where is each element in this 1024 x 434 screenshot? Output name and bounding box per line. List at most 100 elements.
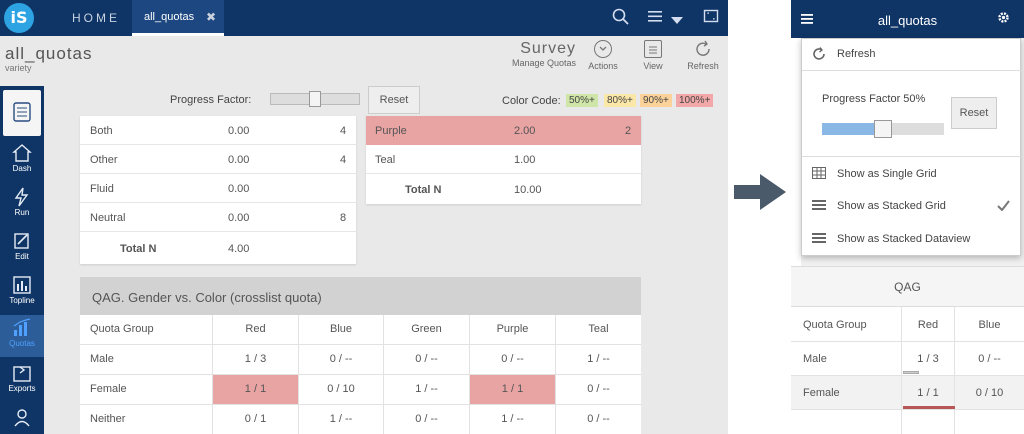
gender-quota-card: Both 0.00 4 Other 0.00 4 Fluid 0.00 Neut… — [80, 116, 356, 264]
col-header: Red — [917, 319, 939, 331]
row-n: 8 — [340, 212, 347, 224]
progress-factor-slider[interactable] — [822, 120, 944, 138]
table-cell: 0 / 10 — [975, 387, 1004, 399]
close-tab-icon[interactable]: ✖ — [206, 10, 217, 24]
table-cell: 0 / 10 — [327, 383, 355, 395]
table-cell-highlight: 1 / 1 — [470, 375, 555, 404]
refresh-button[interactable]: Refresh — [680, 40, 726, 71]
qag-header: QAG — [791, 267, 1024, 307]
col-header: Teal — [588, 323, 609, 335]
panel-title: all_quotas — [877, 13, 938, 28]
survey-label: Survey — [520, 40, 576, 57]
sidebar-item-label: Exports — [8, 384, 36, 393]
sidebar-item-label: Edit — [15, 252, 29, 261]
table-cell: 0 / -- — [978, 353, 1001, 365]
menu-item-stacked-grid[interactable]: Show as Stacked Grid — [802, 191, 1022, 221]
slider-thumb[interactable] — [309, 91, 321, 107]
search-icon[interactable] — [612, 8, 630, 31]
refresh-icon — [812, 47, 826, 60]
table-cell: 1 / -- — [329, 413, 353, 425]
progress-factor-label: Progress Factor: — [170, 94, 252, 106]
bolt-icon — [14, 187, 29, 207]
list-icon — [812, 199, 826, 211]
menu-item-refresh[interactable]: Refresh — [802, 39, 1022, 69]
grid-icon — [812, 167, 826, 179]
reset-button[interactable]: Reset — [951, 97, 997, 129]
progress-factor-label: Progress Factor 50% — [822, 93, 926, 105]
gear-icon[interactable] — [997, 11, 1010, 27]
sidebar-item-dash[interactable]: Dash — [0, 140, 44, 182]
sidebar-item-run[interactable]: Run — [0, 184, 44, 226]
menu-item-label: Refresh — [837, 48, 876, 60]
slider-thumb[interactable] — [874, 120, 892, 138]
tab-all-quotas[interactable]: all_quotas ✖ — [132, 0, 224, 36]
view-button[interactable]: View — [630, 40, 676, 71]
table-cell: 1 / -- — [587, 353, 610, 365]
refresh-label: Refresh — [687, 61, 719, 71]
row-pct: 0.00 — [228, 212, 250, 224]
row-name: Male — [803, 353, 827, 365]
total-row: Total N 10.00 — [366, 175, 641, 204]
table-cell: 0 / -- — [329, 353, 353, 365]
crosslist-header: QAG. Gender vs. Color (crosslist quota) — [80, 277, 641, 315]
table-cell: 1 / -- — [415, 383, 438, 395]
table-cell-highlight: 1 / 1 — [213, 375, 298, 404]
menu-item-label: Show as Single Grid — [837, 168, 937, 180]
manage-quotas-label: Manage Quotas — [511, 58, 576, 68]
col-header: Green — [411, 323, 442, 335]
row-name: Teal — [375, 154, 396, 166]
table-cell: 0 / -- — [415, 353, 438, 365]
bar-chart-icon — [13, 276, 31, 294]
row-name: Male — [90, 353, 114, 365]
list-icon — [13, 102, 31, 122]
row-n: 4 — [340, 125, 347, 137]
crosslist-title: QAG. Gender vs. Color (crosslist quota) — [92, 290, 322, 305]
color-chip-50: 50%+ — [566, 94, 598, 107]
sidebar-item-quotas[interactable]: Quotas — [0, 315, 44, 357]
app-logo[interactable]: iS — [4, 3, 34, 33]
users-icon — [14, 409, 30, 427]
panel-background-edge — [791, 38, 801, 266]
table-cell: 0 / -- — [587, 383, 610, 395]
menu-icon[interactable] — [647, 8, 663, 29]
nav-home[interactable]: HOME — [72, 11, 120, 25]
hamburger-icon[interactable] — [801, 12, 813, 28]
page-title: all_quotas — [5, 44, 93, 63]
sidebar-item-edit[interactable]: Edit — [0, 228, 44, 270]
col-header: Red — [245, 323, 266, 335]
list-icon — [812, 232, 826, 244]
table-cell: 1 / -- — [501, 413, 524, 425]
row-name: Purple — [375, 125, 407, 137]
sidebar-item-label: Run — [14, 208, 30, 217]
reset-button[interactable]: Reset — [368, 86, 420, 114]
sidebar-item-topline[interactable]: Topline — [0, 272, 44, 314]
mobile-panel: all_quotas Refresh Progress Factor 50% R… — [791, 0, 1024, 434]
total-row: Total N 4.00 — [80, 234, 356, 263]
progress-factor-slider[interactable] — [270, 91, 360, 107]
row-pct: 0.00 — [228, 183, 250, 195]
chevron-down-icon[interactable] — [671, 12, 683, 30]
row-name: Other — [90, 154, 118, 166]
menu-item-stacked-dataview[interactable]: Show as Stacked Dataview — [802, 224, 1022, 254]
menu-item-single-grid[interactable]: Show as Single Grid — [802, 159, 1022, 189]
sidebar-item-more[interactable] — [0, 404, 44, 434]
quotas-chart-icon — [13, 318, 31, 336]
chevron-circle-icon — [594, 40, 612, 58]
crosslist-quota-card: QAG. Gender vs. Color (crosslist quota) … — [80, 277, 641, 434]
sidebar-item-exports[interactable]: Exports — [0, 360, 44, 402]
color-chip-80: 80%+ — [604, 94, 636, 107]
sidebar-item-label: Quotas — [9, 339, 35, 348]
checkmark-icon — [997, 199, 1010, 214]
edit-icon — [14, 233, 29, 249]
qag-title: QAG — [894, 280, 921, 294]
grid-view-button[interactable] — [3, 90, 41, 136]
col-header-quota-group: Quota Group — [90, 323, 154, 335]
color-chip-100: 100%+ — [676, 94, 714, 107]
total-label: Total N — [120, 243, 157, 255]
actions-button[interactable]: Actions — [580, 40, 626, 71]
fullscreen-icon[interactable] — [703, 8, 719, 29]
table-row: Neutral 0.00 8 — [80, 203, 356, 232]
view-label: View — [643, 61, 663, 71]
export-icon — [13, 366, 31, 382]
total-value: 4.00 — [228, 243, 250, 255]
